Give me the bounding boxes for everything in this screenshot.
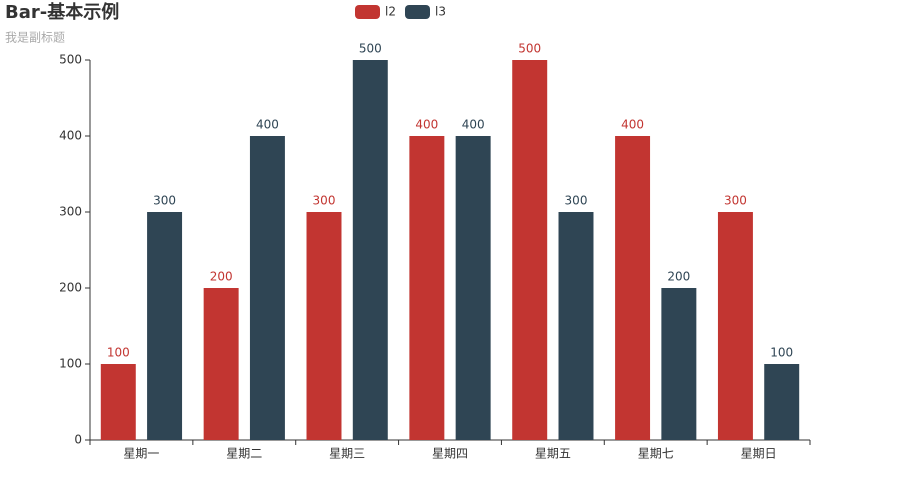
bar <box>147 212 183 440</box>
x-tick-label: 星期四 <box>432 447 468 461</box>
value-label: 200 <box>210 270 233 284</box>
bar <box>249 136 285 440</box>
y-tick-label: 400 <box>59 129 82 143</box>
bar <box>717 212 753 440</box>
x-tick-label: 星期三 <box>329 447 365 461</box>
bar <box>100 364 136 440</box>
y-tick-label: 300 <box>59 205 82 219</box>
y-tick-label: 500 <box>59 53 82 67</box>
y-tick-label: 200 <box>59 281 82 295</box>
value-label: 400 <box>415 118 438 132</box>
value-label: 300 <box>153 194 176 208</box>
legend-swatch <box>405 5 430 19</box>
x-tick-label: 星期五 <box>535 447 571 461</box>
bar <box>661 288 697 440</box>
value-label: 200 <box>667 270 690 284</box>
chart-title: Bar-基本示例 <box>5 1 119 23</box>
value-label: 300 <box>313 194 336 208</box>
chart-subtitle: 我是副标题 <box>5 31 65 45</box>
value-label: 300 <box>565 194 588 208</box>
value-label: 400 <box>462 118 485 132</box>
value-label: 400 <box>621 118 644 132</box>
bar <box>615 136 651 440</box>
bar <box>409 136 445 440</box>
legend-label: l2 <box>385 5 396 19</box>
x-tick-label: 星期一 <box>123 447 159 461</box>
value-label: 500 <box>359 42 382 56</box>
value-label: 300 <box>724 194 747 208</box>
value-label: 400 <box>256 118 279 132</box>
value-label: 500 <box>518 42 541 56</box>
value-label: 100 <box>107 346 130 360</box>
bar <box>352 60 388 440</box>
y-tick-label: 100 <box>59 357 82 371</box>
bar <box>203 288 239 440</box>
y-tick-label: 0 <box>74 433 82 447</box>
legend-swatch <box>355 5 380 19</box>
x-tick-label: 星期日 <box>741 447 777 461</box>
value-label: 100 <box>770 346 793 360</box>
bar <box>455 136 491 440</box>
bar <box>512 60 548 440</box>
legend-label: l3 <box>435 5 446 19</box>
bar <box>764 364 800 440</box>
bar <box>558 212 594 440</box>
x-tick-label: 星期二 <box>226 447 262 461</box>
bar <box>306 212 342 440</box>
x-tick-label: 星期七 <box>638 447 674 461</box>
